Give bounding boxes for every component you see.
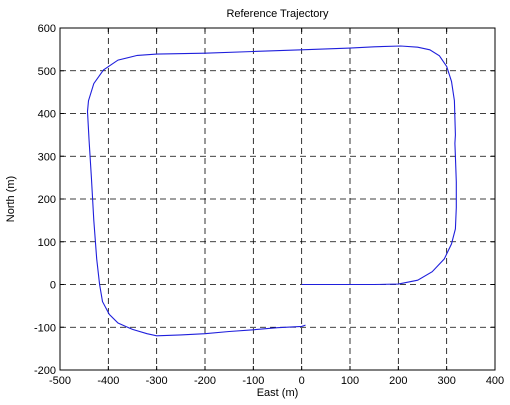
x-tick-label: -400 [97, 375, 119, 387]
y-tick-label: 600 [38, 23, 56, 35]
x-tick-label: -300 [146, 375, 168, 387]
x-tick-label: -200 [194, 375, 216, 387]
axis-ticks [59, 27, 496, 371]
x-axis-label: East (m) [257, 387, 299, 399]
y-tick-label: -200 [34, 365, 56, 377]
y-tick-label: 0 [50, 280, 56, 292]
y-axis-label: North (m) [5, 176, 17, 222]
y-tick-label: 300 [38, 151, 56, 163]
y-tick-label: -100 [34, 322, 56, 334]
chart-title: Reference Trajectory [226, 8, 329, 20]
y-tick-label: 400 [38, 109, 56, 121]
grid [60, 28, 495, 370]
y-tick-label: 500 [38, 66, 56, 78]
x-tick-label: 400 [486, 375, 504, 387]
x-tick-label: -100 [242, 375, 264, 387]
y-tick-label: 200 [38, 194, 56, 206]
y-tick-label: 100 [38, 237, 56, 249]
x-tick-label: 100 [341, 375, 359, 387]
x-tick-label: -500 [49, 375, 71, 387]
tick-labels: -500 -400 -300 -200 -100 0 100 200 300 400 -200 -10… [34, 23, 504, 387]
series-trajectory-line [86, 45, 457, 337]
x-tick-label: 300 [437, 375, 455, 387]
x-tick-label: 200 [389, 375, 407, 387]
x-tick-label: 0 [299, 375, 305, 387]
